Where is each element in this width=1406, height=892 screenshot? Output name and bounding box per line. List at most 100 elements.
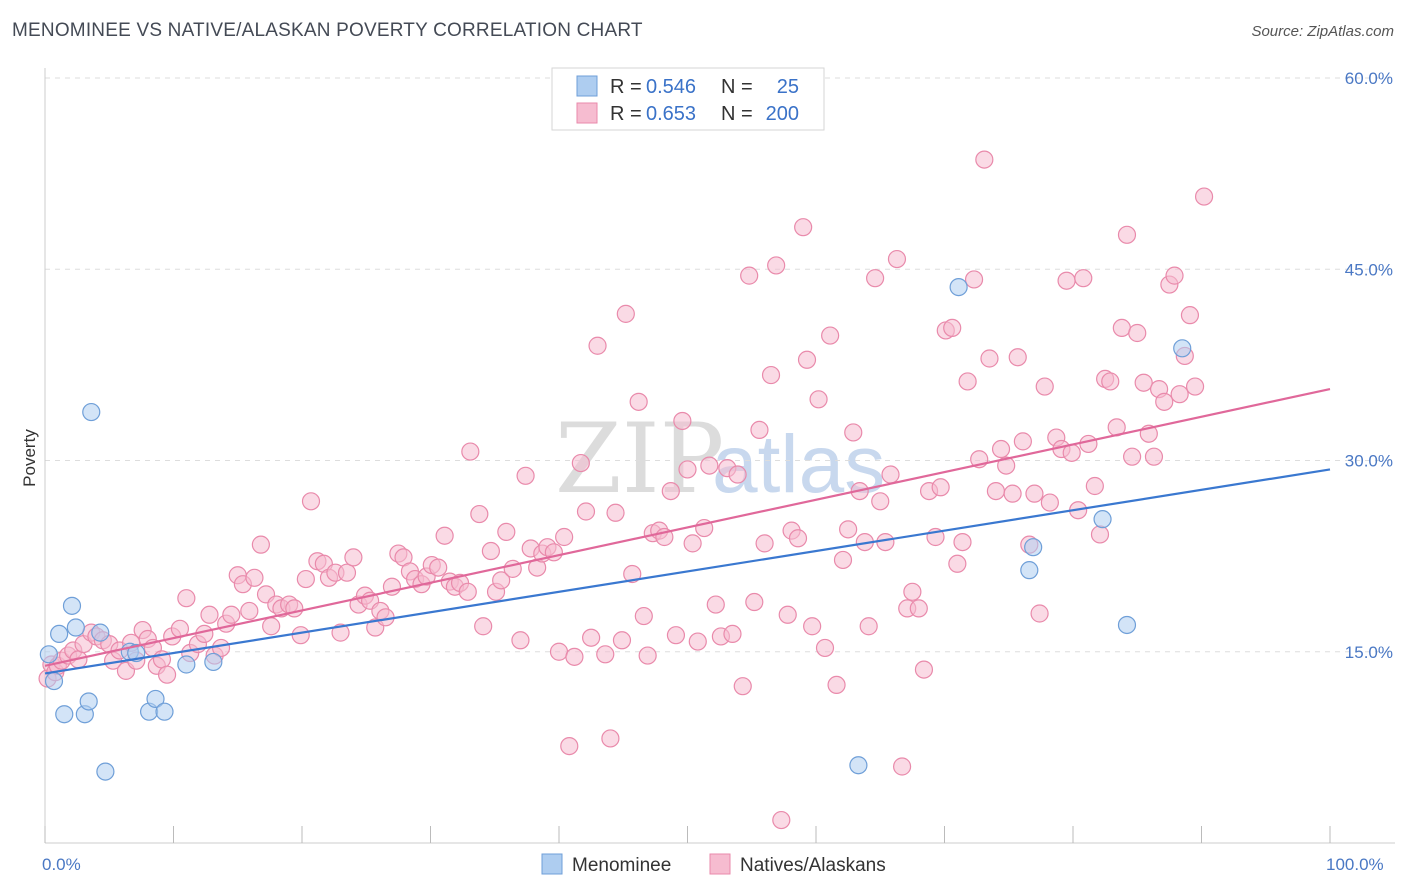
natives-alaskans-point-99 bbox=[596, 645, 615, 664]
natives-alaskans-point-94 bbox=[565, 647, 584, 666]
natives-alaskans-point-34 bbox=[222, 605, 241, 624]
y-tick-label-45: 45.0% bbox=[1345, 260, 1393, 279]
menominee-point-20 bbox=[1020, 561, 1039, 580]
natives-alaskans-point-78 bbox=[474, 617, 493, 636]
natives-alaskans-point-103 bbox=[616, 304, 635, 323]
menominee-point-8 bbox=[82, 402, 101, 422]
natives-alaskans-point-84 bbox=[511, 631, 530, 650]
natives-alaskans-point-168 bbox=[975, 150, 994, 169]
natives-alaskans-point-104 bbox=[623, 564, 642, 584]
natives-alaskans-point-204 bbox=[1170, 385, 1189, 404]
legend-n-label-1: N = bbox=[721, 76, 753, 98]
natives-alaskans-point-189 bbox=[1090, 525, 1110, 544]
legend-r-label-1: R = bbox=[610, 76, 642, 98]
natives-alaskans-point-187 bbox=[1079, 434, 1098, 454]
natives-alaskans-point-126 bbox=[745, 592, 764, 612]
legend-r-label-2: R = bbox=[610, 103, 642, 125]
menominee-point-1 bbox=[44, 671, 64, 691]
natives-alaskans-point-157 bbox=[914, 660, 934, 679]
y-tick-label-30: 30.0% bbox=[1345, 452, 1393, 471]
natives-alaskans-point-93 bbox=[560, 736, 579, 756]
natives-alaskans-point-122 bbox=[723, 624, 742, 644]
menominee-point-22 bbox=[1093, 510, 1112, 529]
natives-alaskans-point-127 bbox=[750, 420, 769, 439]
natives-alaskans-point-113 bbox=[673, 411, 692, 431]
menominee-point-4 bbox=[62, 596, 82, 615]
menominee-point-21 bbox=[1024, 538, 1043, 557]
natives-alaskans-point-199 bbox=[1144, 447, 1164, 466]
natives-alaskans-point-115 bbox=[683, 534, 702, 553]
natives-alaskans-point-41 bbox=[262, 617, 281, 636]
natives-alaskans-point-197 bbox=[1134, 373, 1153, 392]
natives-alaskans-point-171 bbox=[991, 439, 1011, 459]
natives-alaskans-point-105 bbox=[629, 392, 648, 411]
y-tick-label-15: 15.0% bbox=[1345, 643, 1393, 662]
natives-alaskans-point-95 bbox=[571, 453, 590, 473]
natives-alaskans-point-100 bbox=[601, 729, 620, 748]
natives-alaskans-point-164 bbox=[953, 532, 972, 552]
natives-alaskans-point-165 bbox=[958, 372, 977, 391]
natives-alaskans-point-207 bbox=[1185, 377, 1205, 396]
natives-alaskans-point-194 bbox=[1117, 225, 1137, 244]
natives-alaskans-point-201 bbox=[1155, 392, 1174, 411]
natives-alaskans-point-177 bbox=[1025, 484, 1044, 503]
natives-alaskans-point-150 bbox=[876, 532, 895, 552]
menominee-point-5 bbox=[66, 618, 85, 637]
chart-title: MENOMINEE VS NATIVE/ALASKAN POVERTY CORR… bbox=[12, 20, 643, 41]
menominee-point-0 bbox=[39, 645, 58, 664]
natives-alaskans-point-155 bbox=[903, 582, 922, 601]
natives-alaskans-point-102 bbox=[612, 631, 632, 650]
source-label: Source: ZipAtlas.com bbox=[1251, 23, 1394, 40]
menominee-trend-line bbox=[44, 468, 1331, 675]
correlation-legend: R = 0.546 N = 25 R = 0.653 N = 200 bbox=[551, 67, 825, 131]
natives-alaskans-point-135 bbox=[794, 218, 813, 237]
axes bbox=[44, 68, 1395, 844]
natives-alaskans-point-136 bbox=[797, 350, 817, 369]
natives-alaskans-point-30 bbox=[200, 605, 219, 624]
natives-alaskans-point-191 bbox=[1101, 372, 1120, 391]
legend-n-label-2: N = bbox=[721, 103, 753, 125]
natives-alaskans-point-162 bbox=[943, 318, 962, 337]
natives-alaskans-point-152 bbox=[887, 249, 907, 269]
natives-alaskans-point-39 bbox=[251, 535, 270, 554]
y-tick-labels: 15.0% 30.0% 45.0% 60.0% bbox=[1345, 69, 1393, 662]
natives-alaskans-point-160 bbox=[931, 478, 950, 497]
natives-alaskans-point-91 bbox=[549, 642, 569, 661]
natives-alaskans-point-123 bbox=[728, 465, 747, 484]
legend-n-value-1: 25 bbox=[777, 76, 799, 98]
natives-alaskans-points bbox=[38, 150, 1214, 830]
natives-alaskans-point-138 bbox=[809, 390, 828, 409]
menominee-points bbox=[39, 278, 1192, 781]
natives-alaskans-point-23 bbox=[157, 665, 177, 684]
natives-alaskans-point-196 bbox=[1128, 323, 1147, 343]
natives-alaskans-point-119 bbox=[706, 595, 725, 614]
natives-alaskans-point-46 bbox=[291, 626, 310, 645]
natives-alaskans-point-48 bbox=[301, 492, 321, 511]
natives-alaskans-point-98 bbox=[588, 336, 607, 355]
natives-alaskans-point-106 bbox=[634, 606, 653, 626]
natives-alaskans-point-175 bbox=[1013, 432, 1032, 451]
bottom-legend-natives: Natives/Alaskans bbox=[740, 855, 886, 876]
natives-alaskans-point-101 bbox=[606, 503, 625, 522]
trend-lines bbox=[44, 388, 1331, 675]
bottom-legend-menominee: Menominee bbox=[572, 855, 671, 876]
natives-alaskans-point-188 bbox=[1085, 476, 1104, 496]
legend-r-value-1: 0.546 bbox=[646, 76, 696, 98]
natives-alaskans-point-174 bbox=[1008, 348, 1027, 367]
series-legend: Menominee Natives/Alaskans bbox=[541, 853, 886, 876]
natives-alaskans-point-183 bbox=[1057, 271, 1076, 290]
menominee-point-18 bbox=[849, 756, 868, 775]
natives-alaskans-point-147 bbox=[859, 617, 878, 636]
natives-alaskans-point-208 bbox=[1194, 187, 1214, 206]
natives-alaskans-point-173 bbox=[1003, 484, 1022, 503]
natives-alaskans-point-53 bbox=[331, 623, 350, 642]
natives-alaskans-point-144 bbox=[844, 423, 863, 442]
natives-alaskans-point-132 bbox=[778, 605, 797, 624]
natives-alaskans-point-142 bbox=[833, 550, 853, 570]
natives-alaskans-point-137 bbox=[803, 617, 822, 636]
x-tick-label-min: 0.0% bbox=[42, 855, 81, 874]
natives-alaskans-point-55 bbox=[344, 548, 363, 567]
natives-alaskans-point-163 bbox=[948, 554, 967, 573]
legend-swatch-menominee bbox=[576, 75, 598, 97]
natives-alaskans-point-112 bbox=[666, 626, 686, 645]
